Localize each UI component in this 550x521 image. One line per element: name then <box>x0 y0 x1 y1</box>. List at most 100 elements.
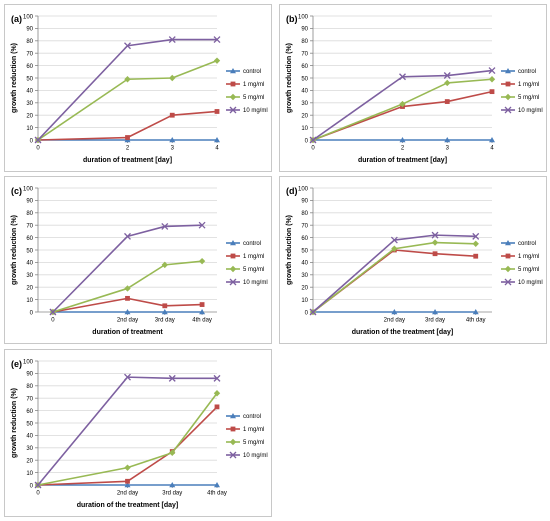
legend-label-10-mg-ml: 10 mg/ml <box>518 108 543 114</box>
data-point-10-mg-ml-2 <box>161 222 169 230</box>
legend-label-5-mg-ml: 5 mg/ml <box>243 95 264 101</box>
data-point-control-2 <box>169 482 176 488</box>
x-tick-label-4: 4 <box>490 146 494 152</box>
chart-svg-d: 0 10 20 30 40 50 60 70 80 90 100 2nd day 3rd day 4th … <box>286 186 543 336</box>
x-axis-title: duration of the treatment [day] <box>352 329 454 336</box>
x-tick-label-0: 0 <box>311 146 315 152</box>
y-tick-label-20: 20 <box>26 459 33 465</box>
y-axis-title: growth reduction (%) <box>11 388 18 458</box>
data-point-control-1 <box>399 137 406 143</box>
data-point-1-mg-ml-2 <box>444 99 450 104</box>
legend-marker-1-mg-ml <box>505 81 511 87</box>
data-point-control-2 <box>444 137 451 143</box>
y-tick-label-30: 30 <box>26 101 33 107</box>
chart-panel-b: 0 10 20 30 40 50 60 70 80 90 100 0 2 3 4 duration of tr… <box>279 4 547 172</box>
y-tick-label-60: 60 <box>26 64 33 70</box>
y-tick-label-30: 30 <box>26 446 33 452</box>
x-tick-label-3: 3 <box>446 146 450 152</box>
data-point-10-mg-ml-1 <box>399 73 406 81</box>
legend-marker-10-mg-ml <box>504 278 512 286</box>
panel-label: (a) <box>11 14 22 24</box>
y-tick-label-20: 20 <box>301 286 308 292</box>
y-tick-label-80: 80 <box>301 211 308 217</box>
y-axis-title: growth reduction (%) <box>11 215 18 285</box>
y-tick-label-80: 80 <box>301 39 308 45</box>
data-point-control-3 <box>472 309 479 315</box>
y-tick-label-50: 50 <box>26 248 33 254</box>
legend-marker-1-mg-ml <box>230 81 236 87</box>
legend-label-10-mg-ml: 10 mg/ml <box>243 280 268 286</box>
y-tick-label-40: 40 <box>301 261 308 267</box>
y-tick-label-30: 30 <box>26 273 33 279</box>
y-tick-label-70: 70 <box>26 224 33 230</box>
data-point-control-2 <box>161 309 168 315</box>
x-tick-label-0: 0 <box>51 318 55 324</box>
series-line-1-mg-ml <box>312 249 476 313</box>
x-tick-label-2: 2 <box>126 146 130 152</box>
x-tick-label-4th-day: 4th day <box>192 318 212 324</box>
legend-marker-control <box>230 413 236 419</box>
data-point-10-mg-ml-1 <box>124 232 131 240</box>
data-point-control-1 <box>124 482 131 488</box>
x-axis-title: duration of treatment [day] <box>358 157 447 164</box>
y-tick-label-50: 50 <box>301 248 308 254</box>
data-point-1-mg-ml-3 <box>214 109 220 114</box>
data-point-10-mg-ml-0 <box>34 136 42 144</box>
y-tick-label-90: 90 <box>301 199 308 205</box>
legend-label-1-mg-ml: 1 mg/ml <box>518 254 539 260</box>
y-tick-label-100: 100 <box>23 359 34 365</box>
chart-svg-e: 0 10 20 30 40 50 60 70 80 90 100 0 2nd day 3rd day 4th… <box>11 359 268 509</box>
y-tick-label-40: 40 <box>26 89 33 95</box>
series-line-5-mg-ml <box>37 392 218 486</box>
series-line-5-mg-ml <box>37 59 218 141</box>
data-point-control-3 <box>489 137 495 143</box>
y-tick-label-0: 0 <box>30 310 34 316</box>
y-tick-label-100: 100 <box>298 14 309 20</box>
data-point-10-mg-ml-1 <box>124 373 131 381</box>
legend-label-5-mg-ml: 5 mg/ml <box>243 440 264 446</box>
data-point-1-mg-ml-2 <box>432 251 438 257</box>
legend-marker-5-mg-ml <box>504 93 512 101</box>
data-point-5-mg-ml-2 <box>169 449 176 456</box>
data-point-5-mg-ml-2 <box>431 239 439 246</box>
data-point-5-mg-ml-1 <box>391 245 398 252</box>
data-point-control-3 <box>199 309 206 315</box>
chart-panel-e: 0 10 20 30 40 50 60 70 80 90 100 0 2nd day 3rd day 4th… <box>4 349 272 517</box>
data-point-10-mg-ml-3 <box>472 232 480 240</box>
series-line-1-mg-ml <box>312 90 493 141</box>
y-tick-label-60: 60 <box>26 236 33 242</box>
legend-marker-10-mg-ml <box>504 106 512 114</box>
series-line-1-mg-ml <box>52 297 203 313</box>
x-axis-title: duration of treatment [day] <box>83 157 172 164</box>
legend-marker-control <box>230 240 236 246</box>
y-axis-title: growth reduction (%) <box>11 43 18 113</box>
x-tick-label-4th-day: 4th day <box>207 491 227 497</box>
legend-label-5-mg-ml: 5 mg/ml <box>518 267 539 273</box>
data-point-10-mg-ml-1 <box>390 236 398 244</box>
legend-label-control: control <box>243 241 261 247</box>
data-point-10-mg-ml-0 <box>309 308 317 316</box>
data-point-5-mg-ml-3 <box>213 57 221 64</box>
x-tick-label-3rd-day: 3rd day <box>155 318 175 324</box>
data-point-10-mg-ml-2 <box>443 72 451 79</box>
legend-marker-control <box>505 240 511 246</box>
legend-label-control: control <box>243 414 261 420</box>
y-tick-label-10: 10 <box>301 298 308 304</box>
chart-panel-d: 0 10 20 30 40 50 60 70 80 90 100 2nd day 3rd day 4th … <box>279 176 547 344</box>
data-point-5-mg-ml-3 <box>472 240 479 247</box>
data-point-10-mg-ml-0 <box>49 308 57 316</box>
legend-label-1-mg-ml: 1 mg/ml <box>243 427 264 433</box>
y-tick-label-10: 10 <box>301 126 308 132</box>
y-tick-label-10: 10 <box>26 471 33 477</box>
chart-svg-b: 0 10 20 30 40 50 60 70 80 90 100 0 2 3 4 duration of tr… <box>286 14 543 164</box>
legend-marker-control <box>230 68 236 74</box>
legend-marker-10-mg-ml <box>229 106 237 114</box>
y-tick-label-0: 0 <box>30 483 34 489</box>
y-tick-label-70: 70 <box>26 397 33 403</box>
y-tick-label-30: 30 <box>301 101 308 107</box>
data-point-5-mg-ml-2 <box>169 74 176 82</box>
data-point-1-mg-ml-3 <box>489 89 495 95</box>
x-tick-label-3rd-day: 3rd day <box>425 318 445 324</box>
y-axis-title: growth reduction (%) <box>286 215 293 285</box>
y-tick-label-10: 10 <box>26 298 33 304</box>
